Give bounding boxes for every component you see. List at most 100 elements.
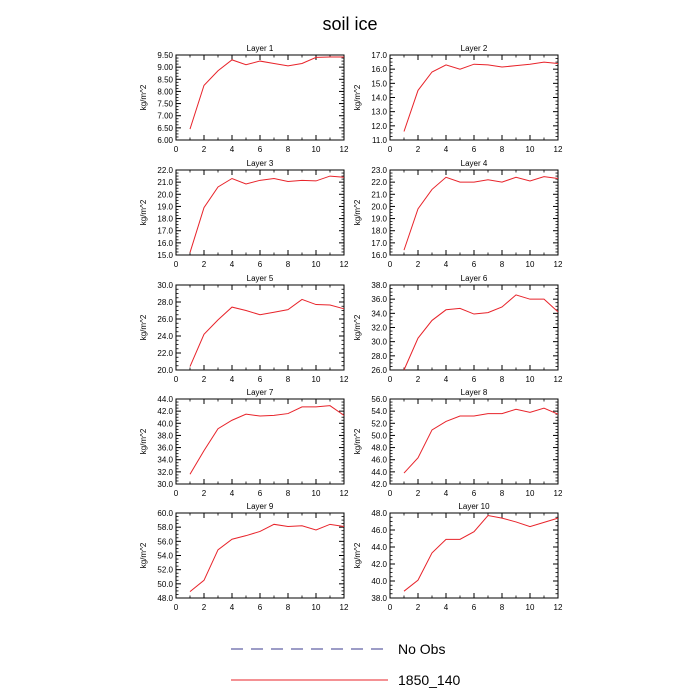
y-tick-label: 54.0 <box>371 407 387 416</box>
x-tick-label: 10 <box>526 145 535 154</box>
y-axis-label: kg/m^2 <box>139 84 148 110</box>
x-tick-label: 12 <box>340 145 349 154</box>
panel-title: Layer 8 <box>461 388 488 397</box>
y-tick-label: 52.0 <box>371 419 387 428</box>
y-axis-label: kg/m^2 <box>139 314 148 340</box>
series-line-1850-140 <box>189 405 345 475</box>
y-tick-label: 48.0 <box>371 444 387 453</box>
y-tick-label: 18.0 <box>157 215 173 224</box>
panel-layer-7: Layer 7 kg/m^2 30.0 32.0 34.0 36.0 38.0 40.0 42.… <box>139 388 349 498</box>
y-tick-label: 38.0 <box>157 431 173 440</box>
x-tick-label: 10 <box>312 375 321 384</box>
x-tick-label: 12 <box>554 260 563 269</box>
x-tick-label: 2 <box>202 260 207 269</box>
y-axis-label: kg/m^2 <box>139 542 148 568</box>
series-line-1850-140 <box>403 294 559 371</box>
panel-layer-2: Layer 2 kg/m^2 11.0 12.0 13.0 14.0 15.0 16.0 17.… <box>353 44 563 154</box>
y-tick-label: 30.0 <box>157 480 173 489</box>
y-tick-label: 44.0 <box>157 395 173 404</box>
x-tick-label: 8 <box>500 260 505 269</box>
x-tick-label: 10 <box>526 603 535 612</box>
x-tick-label: 6 <box>472 603 477 612</box>
x-tick-label: 0 <box>174 375 179 384</box>
panel-title: Layer 5 <box>247 274 274 283</box>
y-tick-label: 20.0 <box>157 190 173 199</box>
y-tick-label: 8.50 <box>157 75 173 84</box>
panel-layer-3: Layer 3 kg/m^2 15.0 16.0 17.0 18.0 19.0 20.0 21.… <box>139 159 349 269</box>
x-tick-label: 2 <box>416 145 421 154</box>
plot-frame <box>175 512 345 599</box>
x-tick-label: 10 <box>312 489 321 498</box>
x-tick-label: 4 <box>444 145 449 154</box>
y-tick-label: 44.0 <box>371 468 387 477</box>
x-tick-label: 12 <box>340 375 349 384</box>
y-tick-label: 42.0 <box>371 560 387 569</box>
y-tick-label: 21.0 <box>371 190 387 199</box>
y-tick-label: 28.0 <box>157 298 173 307</box>
y-tick-label: 32.0 <box>157 468 173 477</box>
y-tick-label: 56.0 <box>371 395 387 404</box>
series-line-1850-140 <box>403 61 559 132</box>
x-tick-label: 2 <box>202 375 207 384</box>
y-axis-label: kg/m^2 <box>353 314 362 340</box>
x-tick-label: 2 <box>202 603 207 612</box>
plot-frame <box>175 54 345 141</box>
y-tick-label: 7.00 <box>157 112 173 121</box>
x-tick-label: 10 <box>312 603 321 612</box>
y-tick-label: 9.00 <box>157 63 173 72</box>
x-tick-label: 2 <box>202 145 207 154</box>
panel-layer-9: Layer 9 kg/m^2 48.0 50.0 52.0 54.0 56.0 58.0 60.… <box>139 502 349 612</box>
x-tick-label: 10 <box>526 375 535 384</box>
x-tick-label: 2 <box>416 603 421 612</box>
y-tick-label: 46.0 <box>371 456 387 465</box>
series-line-1850-140 <box>403 407 559 474</box>
x-tick-label: 8 <box>286 145 291 154</box>
x-tick-label: 6 <box>472 145 477 154</box>
panel-layer-4: Layer 4 kg/m^2 16.0 17.0 18.0 19.0 20.0 21.0 22.… <box>353 159 563 269</box>
x-tick-label: 8 <box>500 145 505 154</box>
y-tick-label: 17.0 <box>371 51 387 60</box>
y-tick-label: 36.0 <box>157 444 173 453</box>
x-tick-label: 0 <box>388 260 393 269</box>
x-tick-label: 6 <box>258 489 263 498</box>
series-line-1850-140 <box>403 515 559 592</box>
y-tick-label: 15.0 <box>371 79 387 88</box>
x-tick-label: 12 <box>554 375 563 384</box>
y-tick-label: 22.0 <box>157 166 173 175</box>
x-tick-label: 6 <box>258 603 263 612</box>
y-tick-label: 38.0 <box>371 281 387 290</box>
y-axis-label: kg/m^2 <box>353 428 362 454</box>
y-tick-label: 38.0 <box>371 594 387 603</box>
x-tick-label: 4 <box>230 260 235 269</box>
x-tick-label: 8 <box>286 375 291 384</box>
y-axis-label: kg/m^2 <box>139 199 148 225</box>
y-tick-label: 46.0 <box>371 526 387 535</box>
y-tick-label: 48.0 <box>371 509 387 518</box>
y-tick-label: 30.0 <box>371 338 387 347</box>
y-tick-label: 19.0 <box>157 202 173 211</box>
x-tick-label: 10 <box>526 260 535 269</box>
x-tick-label: 8 <box>500 375 505 384</box>
series-line-1850-140 <box>189 298 345 367</box>
panel-layer-5: Layer 5 kg/m^2 20.0 22.0 24.0 26.0 28.0 30.0 0 2 4… <box>139 274 349 384</box>
x-tick-label: 8 <box>500 603 505 612</box>
x-tick-label: 4 <box>230 489 235 498</box>
y-tick-label: 16.0 <box>371 65 387 74</box>
x-tick-label: 4 <box>230 375 235 384</box>
panel-title: Layer 10 <box>458 502 490 511</box>
panel-layer-1: Layer 1 kg/m^2 6.00 6.50 7.00 7.50 8.00 8.50 9.0… <box>139 44 349 154</box>
y-tick-label: 50.0 <box>157 580 173 589</box>
x-tick-label: 8 <box>286 603 291 612</box>
x-tick-label: 4 <box>444 489 449 498</box>
x-tick-label: 4 <box>444 375 449 384</box>
x-tick-label: 2 <box>202 489 207 498</box>
panel-title: Layer 2 <box>461 44 488 53</box>
x-tick-label: 6 <box>472 489 477 498</box>
y-tick-label: 44.0 <box>371 543 387 552</box>
y-tick-label: 26.0 <box>371 366 387 375</box>
x-tick-label: 6 <box>472 375 477 384</box>
y-tick-label: 32.0 <box>371 324 387 333</box>
y-tick-label: 6.50 <box>157 124 173 133</box>
figure-title: soil ice <box>322 14 377 34</box>
